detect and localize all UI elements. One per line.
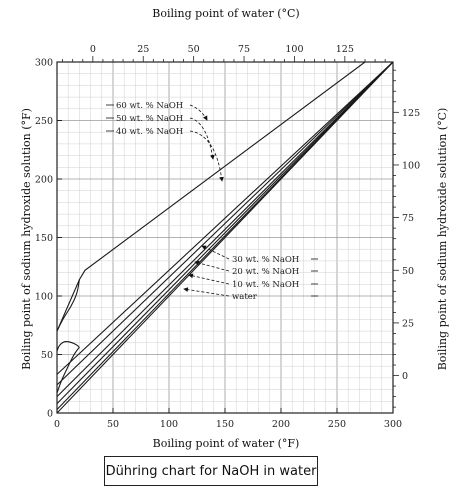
- y-tick-label: 0: [47, 409, 53, 420]
- y-right-tick-label: 25: [402, 318, 414, 329]
- legend-label-20-wt-naoh: 20 wt. % NaOH: [232, 267, 299, 277]
- plot-area: [56, 61, 394, 414]
- legend-leader: [189, 104, 208, 121]
- legend-label-50-wt-naoh: 50 wt. % NaOH: [116, 114, 183, 124]
- x-tick-label: 200: [272, 419, 290, 430]
- legend-label-30-wt-naoh: 30 wt. % NaOH: [232, 255, 299, 265]
- y-tick-label: 250: [35, 116, 53, 127]
- x-top-tick-label: 125: [336, 44, 354, 55]
- legend-leader: [183, 287, 230, 297]
- x-axis-title-top: Boiling point of water (°C): [152, 7, 299, 20]
- legend-label-60-wt-naoh: 60 wt. % NaOH: [116, 101, 183, 111]
- y-tick-label: 100: [35, 292, 53, 303]
- y-right-tick-label: 125: [402, 108, 420, 119]
- y-axis-title-left: Boiling point of sodium hydroxide soluti…: [20, 108, 33, 370]
- x-tick-label: 100: [160, 419, 178, 430]
- legend-leader: [189, 130, 224, 182]
- x-tick-label: 50: [107, 419, 119, 430]
- chart-grid: [57, 62, 393, 413]
- series-line-30-wt-naoh: [57, 62, 393, 397]
- legend-leader: [188, 273, 230, 285]
- y-right-tick-label: 75: [402, 213, 414, 224]
- series-line-50-wt-naoh: [57, 62, 393, 375]
- series-line-40-wt-naoh: [57, 62, 393, 386]
- chart-caption: Dühring chart for NaOH in water: [104, 456, 318, 486]
- series-branch-curve: [56, 341, 80, 352]
- y-tick-label: 150: [35, 233, 53, 244]
- x-tick-label: 250: [328, 419, 346, 430]
- series-line-20-wt-naoh: [57, 62, 393, 404]
- y-tick-label: 200: [35, 175, 53, 186]
- legend-leader: [189, 117, 215, 160]
- series-line-water: [57, 62, 393, 413]
- x-tick-label: 150: [216, 419, 234, 430]
- x-tick-label: 0: [54, 419, 60, 430]
- y-right-tick-label: 0: [402, 371, 408, 382]
- x-tick-label: 300: [384, 419, 402, 430]
- legend-leader: [194, 260, 230, 272]
- chart-series: [56, 62, 393, 413]
- legend-label-40-wt-naoh: 40 wt. % NaOH: [116, 127, 183, 137]
- caption-text: Dühring chart for NaOH in water: [105, 463, 317, 479]
- x-top-tick-label: 75: [238, 44, 250, 55]
- series-branch-curve: [56, 279, 80, 332]
- y-tick-label: 300: [35, 58, 53, 69]
- series-branch-curve: [56, 347, 80, 394]
- x-axis-title-bottom: Boiling point of water (°F): [153, 437, 300, 450]
- chart-legend: 60 wt. % NaOH 50 wt. % NaOH 40 wt. % NaOH 3…: [106, 101, 318, 302]
- y-right-tick-label: 50: [402, 266, 414, 277]
- legend-label-10-wt-naoh: 10 wt. % NaOH: [232, 280, 299, 290]
- x-top-tick-label: 0: [90, 44, 96, 55]
- y-right-tick-label: 100: [402, 160, 420, 171]
- legend-label-water: water: [232, 292, 258, 302]
- series-line-60-wt-naoh: [57, 62, 366, 332]
- x-top-tick-label: 50: [188, 44, 200, 55]
- y-tick-label: 50: [41, 350, 53, 361]
- y-axis-title-right: Boiling point of sodium hydroxide soluti…: [436, 108, 449, 371]
- x-top-tick-label: 25: [137, 44, 149, 55]
- x-top-tick-label: 100: [285, 44, 303, 55]
